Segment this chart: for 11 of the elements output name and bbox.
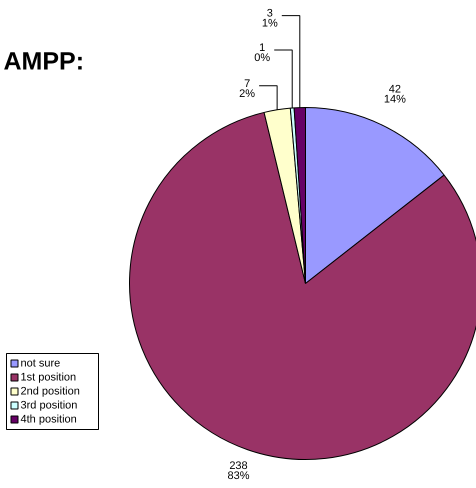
data-label: 3 1% (262, 8, 278, 30)
legend-label: 1st position (20, 372, 76, 384)
legend-label: 3rd position (20, 400, 78, 412)
text: AMPP: (4, 48, 84, 76)
data-label: 238 83% (227, 460, 250, 482)
data-label: 1 0% (254, 42, 270, 64)
legend-label: 2nd position (20, 386, 80, 398)
legend-label: 4th position (20, 414, 77, 426)
data-label: 42 14% (384, 84, 406, 106)
data-label: 7 2% (239, 78, 256, 100)
legend-label: not sure (20, 358, 60, 370)
